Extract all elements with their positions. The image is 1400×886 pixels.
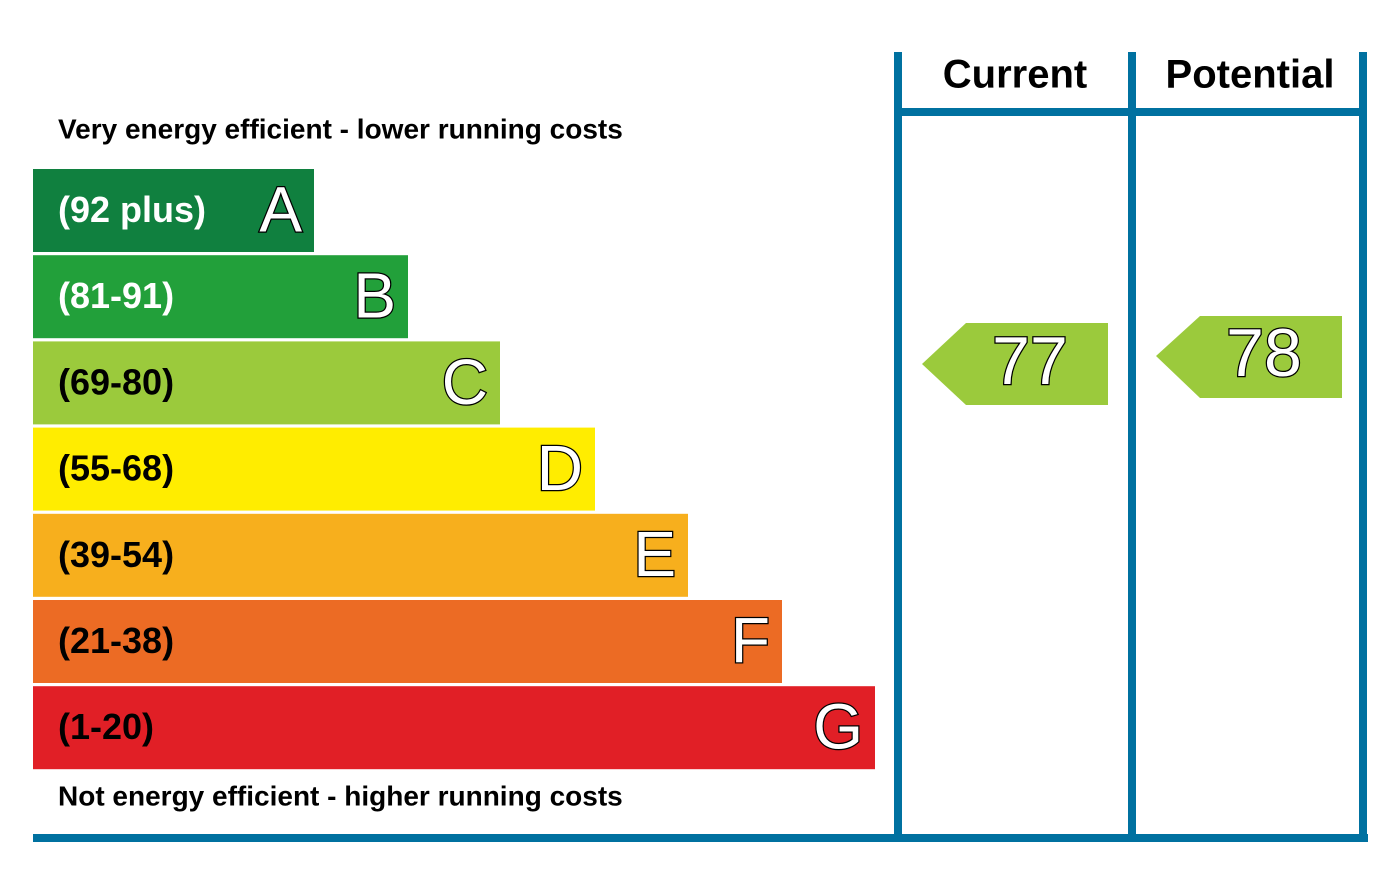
potential-arrow (1156, 316, 1342, 398)
top-label: Very energy efficient - lower running co… (58, 113, 623, 144)
column-header: Current (943, 53, 1087, 97)
current-arrow (922, 323, 1108, 405)
potential-value: 78 (1226, 315, 1302, 391)
band-range: (39-54) (58, 534, 174, 575)
band-letter: F (731, 604, 770, 676)
current-value: 77 (992, 323, 1068, 399)
band-letter: B (353, 260, 396, 332)
band-range: (81-91) (58, 275, 174, 316)
column-header: Potential (1166, 53, 1335, 97)
bottom-label: Not energy efficient - higher running co… (58, 780, 623, 811)
band-bar (33, 600, 782, 683)
band-letter: D (537, 432, 583, 504)
band-range: (21-38) (58, 620, 174, 661)
band-bar (33, 255, 408, 339)
band-letter: G (813, 691, 863, 763)
band-bar (33, 169, 314, 252)
band-bar (33, 427, 595, 511)
band-bar (33, 341, 500, 425)
band-range: (1-20) (58, 706, 154, 747)
band-letter: C (442, 346, 488, 418)
band-range: (69-80) (58, 361, 174, 402)
band-letter: A (259, 173, 302, 245)
band-letter: E (633, 518, 676, 590)
band-bar (33, 686, 875, 770)
band-range: (55-68) (58, 448, 174, 489)
band-bar (33, 513, 688, 597)
band-range: (92 plus) (58, 189, 206, 230)
